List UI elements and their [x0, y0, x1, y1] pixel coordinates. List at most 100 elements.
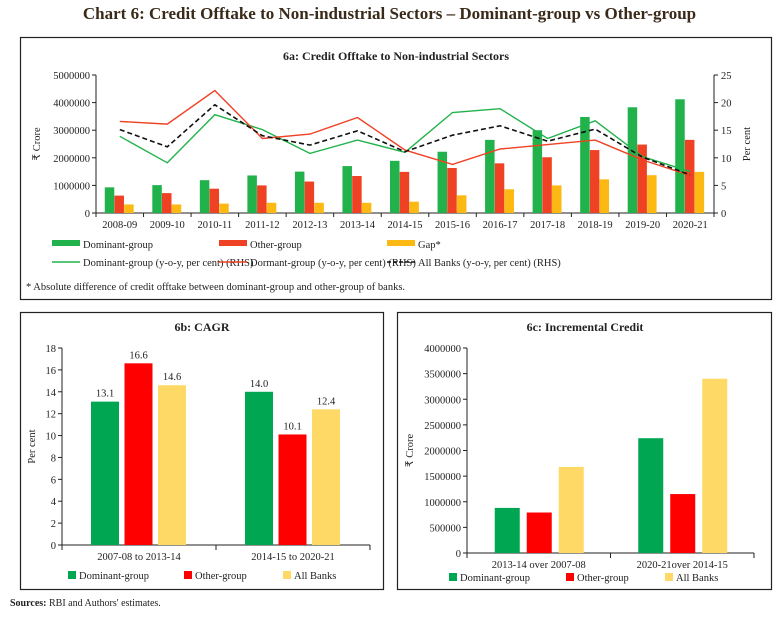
bar-gap--2011-12 [266, 202, 277, 213]
panel-6c-title: 6c: Incremental Credit [527, 320, 644, 334]
bar-all-banks-1 [702, 378, 728, 553]
x-tick-label: 2014-15 to 2020-21 [251, 552, 334, 563]
legend-label: Other-group [250, 240, 302, 251]
bar-other-group-2011-12 [257, 185, 267, 213]
y-axis-label: Per cent [27, 429, 38, 463]
bar-gap--2016-17 [504, 189, 514, 213]
legend-label: Dominant-group [460, 573, 530, 584]
legend-label: All Banks (y-o-y, per cent) (RHS) [418, 258, 561, 269]
bar-gap--2009-10 [171, 204, 182, 213]
bar-other-group-2013-14 [352, 176, 362, 213]
y-tick-label: 16 [46, 366, 57, 377]
y-tick-label: 4000000 [424, 344, 461, 355]
bar-gap--2008-09 [124, 204, 134, 213]
bar-other-group-2020-21 [684, 139, 695, 213]
x-tick-label: 2013-14 [340, 220, 376, 231]
data-label: 14.0 [250, 379, 268, 390]
data-label: 12.4 [317, 396, 336, 407]
bar-dominant-group-1 [638, 438, 664, 553]
bar-dominant-group-1 [245, 391, 273, 545]
panel-6a-title: 6a: Credit Offtake to Non-industrial Sec… [283, 49, 509, 63]
data-label: 13.1 [96, 389, 114, 400]
y2-tick-label: 5 [721, 181, 726, 192]
legend-swatch-0 [68, 571, 76, 579]
data-label: 14.6 [163, 372, 181, 383]
legend-label: Other-group [195, 571, 247, 582]
y-tick-label: 4000000 [53, 99, 90, 110]
y-axis-label: ₹ Crore [31, 127, 43, 161]
legend-label: All Banks [676, 573, 718, 584]
bar-other-group-0 [526, 512, 552, 553]
legend-label: Dormant-group (y-o-y, per cent) (RHS) [250, 258, 416, 269]
bar-other-group-2009-10 [162, 193, 172, 213]
legend-label: Dominant-group [83, 240, 153, 251]
y2-tick-label: 10 [721, 154, 732, 165]
x-tick-label: 2013-14 over 2007-08 [492, 560, 586, 571]
y-tick-label: 8 [51, 453, 56, 464]
x-tick-label: 2009-10 [150, 220, 185, 231]
y-tick-label: 14 [46, 388, 57, 399]
y-tick-label: 0 [51, 541, 56, 552]
bar-gap--2014-15 [409, 201, 419, 213]
legend-swatch-1 [566, 573, 574, 581]
y-tick-label: 2000000 [53, 154, 90, 165]
y-tick-label: 3000000 [53, 126, 90, 137]
x-tick-label: 2008-09 [102, 220, 137, 231]
x-tick-label: 2017-18 [530, 220, 565, 231]
x-tick-label: 2020-21 [673, 220, 708, 231]
legend-swatch-0 [52, 240, 80, 246]
bar-gap--2012-13 [314, 202, 324, 213]
y-tick-label: 5000000 [53, 71, 90, 82]
bar-gap--2020-21 [694, 171, 705, 213]
bar-dominant-group-2016-17 [485, 139, 495, 213]
y2-tick-label: 0 [721, 209, 726, 220]
bar-other-group-2016-17 [494, 163, 505, 213]
bar-other-group-1 [278, 434, 307, 545]
y-tick-label: 10 [46, 432, 57, 443]
y-tick-label: 3500000 [424, 370, 461, 381]
bar-dominant-group-2017-18 [532, 130, 543, 213]
line-series-dormant [119, 89, 691, 177]
bar-dominant-group-2008-09 [104, 187, 115, 213]
sources-text: RBI and Authors' estimates. [46, 598, 161, 609]
bar-other-group-2018-19 [589, 150, 600, 213]
bar-dominant-group-2014-15 [390, 160, 400, 213]
y-tick-label: 0 [85, 209, 90, 220]
y-tick-label: 6 [51, 475, 56, 486]
legend-swatch-0 [449, 573, 457, 581]
bar-other-group-2014-15 [399, 171, 410, 213]
bar-other-group-2010-11 [209, 188, 220, 213]
x-tick-label: 2007-08 to 2013-14 [97, 552, 181, 563]
y-tick-label: 2 [51, 519, 56, 530]
legend-label: Other-group [577, 573, 629, 584]
bar-dominant-group-2013-14 [342, 166, 352, 213]
bar-other-group-2017-18 [542, 157, 552, 213]
line-series-dominant [119, 107, 691, 173]
x-tick-label: 2016-17 [483, 220, 518, 231]
bar-other-group-2015-16 [447, 168, 457, 213]
legend-label: Dominant-group [79, 571, 149, 582]
bar-all-banks-1 [312, 409, 340, 545]
bar-dominant-group-0 [494, 507, 520, 553]
line-series-all-banks [119, 103, 691, 176]
bar-dominant-group-2019-20 [627, 107, 638, 213]
x-tick-label: 2011-12 [245, 220, 280, 231]
y2-tick-label: 25 [721, 71, 732, 82]
legend-swatch-2 [387, 240, 415, 246]
legend-label: All Banks [294, 571, 336, 582]
y-tick-label: 12 [46, 410, 57, 421]
legend-swatch-2 [665, 573, 673, 581]
x-tick-label: 2018-19 [578, 220, 613, 231]
legend-swatch-2 [283, 571, 291, 579]
bar-other-group-2019-20 [637, 144, 647, 213]
y2-tick-label: 20 [721, 99, 732, 110]
panel-6b-title: 6b: CAGR [174, 320, 229, 334]
y-tick-label: 0 [456, 549, 461, 560]
bar-other-group-2008-09 [114, 195, 124, 213]
legend-label: Dominant-group (y-o-y, per cent) (RHS) [83, 258, 254, 269]
bar-all-banks-0 [558, 466, 584, 553]
x-tick-label: 2012-13 [292, 220, 327, 231]
panel-6c-frame [396, 311, 773, 591]
y-tick-label: 4 [51, 497, 57, 508]
bar-other-group-0 [124, 363, 153, 545]
